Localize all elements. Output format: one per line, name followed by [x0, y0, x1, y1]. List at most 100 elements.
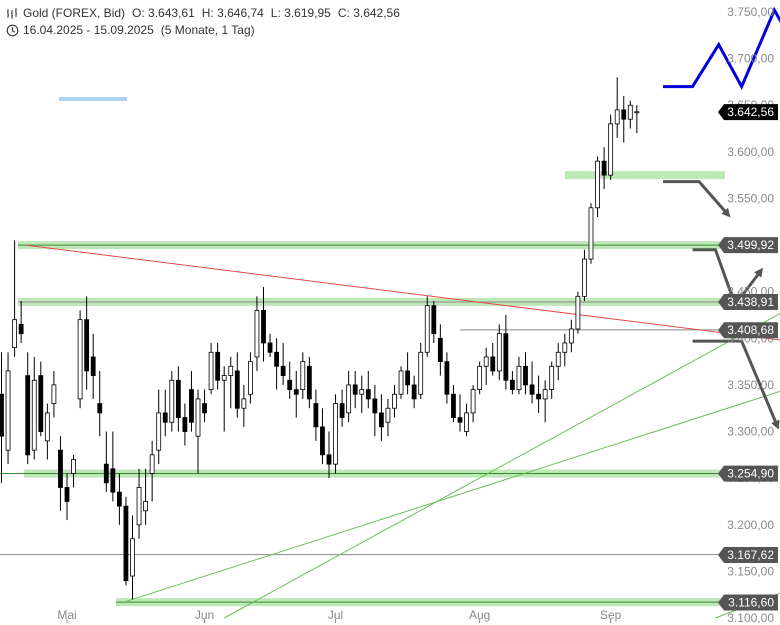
candle-down: [306, 365, 312, 400]
candle-down: [326, 454, 332, 465]
scenario-arrow: [692, 339, 780, 430]
candle-up: [470, 389, 476, 414]
candle-down: [313, 403, 319, 428]
candle-down: [123, 505, 129, 582]
candle-down: [267, 342, 273, 353]
candle-up: [71, 459, 76, 474]
instrument-row: Gold (FOREX, Bid) O: 3.643,61 H: 3.646,7…: [6, 5, 400, 22]
price-tag-box: [718, 237, 778, 254]
price-tag-box: [718, 322, 778, 339]
support-zone: [565, 171, 725, 180]
candle-down: [182, 417, 188, 432]
y-tick-label: 3.150,00: [727, 564, 774, 578]
price-tag-label: 3.499,92: [727, 238, 774, 252]
candle-down: [509, 379, 515, 390]
green-trendline: [122, 390, 780, 603]
candle-down: [411, 384, 417, 400]
candle-up: [516, 365, 522, 390]
candle-up: [385, 407, 391, 423]
candle-down: [431, 305, 437, 335]
candle-down: [523, 365, 528, 386]
candle-down: [274, 351, 280, 367]
candle-up: [333, 403, 338, 465]
period-info: (5 Monate, 1 Tag): [160, 23, 255, 37]
candle-down: [378, 412, 384, 428]
price-tag-box: [718, 104, 778, 121]
candle-down: [103, 463, 109, 484]
candlesticks: [0, 77, 640, 600]
candle-down: [97, 403, 103, 414]
candle-up: [549, 365, 555, 390]
bar-chart-icon: [7, 8, 17, 19]
candle-up: [5, 370, 11, 451]
y-tick-label: 3.550,00: [727, 191, 774, 205]
y-tick-label: 3.600,00: [727, 145, 774, 159]
candle-up: [241, 398, 247, 409]
candle-up: [614, 109, 620, 125]
candle-down: [503, 333, 509, 381]
green-trendline: [223, 312, 780, 619]
candle-down: [0, 393, 4, 437]
candle-up: [169, 379, 175, 423]
price-tag-label: 3.408,68: [727, 323, 774, 337]
candle-down: [280, 365, 286, 376]
candle-down: [202, 403, 207, 414]
price-tag-label: 3.116,60: [728, 596, 774, 610]
candle-down: [175, 379, 181, 418]
candle-down: [372, 398, 378, 414]
candle-down: [621, 109, 627, 120]
scenario-arrows: [663, 6, 780, 430]
candle-down: [84, 319, 90, 372]
candle-down: [64, 487, 70, 502]
candle-up: [418, 351, 424, 395]
y-tick-label: 3.200,00: [727, 518, 774, 532]
candle-down: [601, 160, 607, 176]
price-tag: 3.254,90: [718, 465, 778, 482]
candle-up: [51, 384, 57, 404]
candle-down: [162, 412, 168, 423]
y-axis: 3.100,003.150,003.200,003.250,003.300,00…: [727, 5, 774, 625]
candle-up: [77, 319, 83, 400]
candle-up: [392, 393, 397, 409]
candle-up: [359, 389, 365, 395]
candle-down: [25, 375, 31, 456]
price-tag-label: 3.438,91: [727, 295, 774, 309]
candle-up: [254, 309, 260, 358]
close-value: C: 3.642,56: [337, 6, 400, 20]
candle-up: [555, 351, 561, 367]
y-tick-label: 3.750,00: [727, 5, 774, 19]
candle-up: [130, 538, 135, 577]
price-tag-label: 3.167,62: [727, 548, 774, 562]
candle-down: [293, 389, 299, 395]
candle-up: [627, 104, 633, 120]
price-tag-box: [718, 465, 778, 482]
candle-up: [228, 365, 234, 376]
candle-up: [575, 295, 581, 330]
candle-up: [542, 389, 548, 400]
candle-down: [457, 417, 463, 423]
candle-down: [18, 323, 24, 335]
price-tag: 3.642,56: [718, 104, 778, 121]
candle-up: [346, 384, 352, 414]
date-range: 16.04.2025 - 15.09.2025: [23, 23, 154, 37]
candle-up: [424, 305, 430, 353]
high-value: H: 3.646,74: [201, 6, 264, 20]
scenario-arrow: [692, 248, 764, 308]
candle-down: [405, 370, 411, 386]
candle-up: [464, 412, 469, 432]
x-tick-label: Sep: [600, 608, 622, 622]
candle-up: [31, 379, 37, 451]
candle-up: [608, 123, 614, 176]
price-tag-box: [718, 546, 778, 563]
low-value: L: 3.619,95: [270, 6, 331, 20]
candle-down: [215, 351, 221, 381]
price-tag: 3.499,92: [718, 237, 778, 254]
y-tick-label: 3.100,00: [727, 611, 774, 625]
candle-down: [339, 403, 345, 418]
candle-down: [261, 309, 266, 344]
candle-up: [136, 487, 142, 526]
price-tag-box: [718, 594, 778, 611]
candle-down: [38, 375, 44, 432]
bullish-scenario-arrow: [663, 6, 780, 91]
